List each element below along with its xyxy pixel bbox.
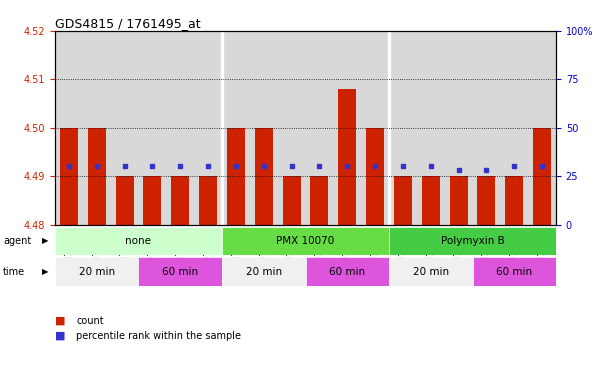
Text: percentile rank within the sample: percentile rank within the sample: [76, 331, 241, 341]
Bar: [88, 128, 106, 225]
Text: 60 min: 60 min: [162, 266, 199, 277]
Bar: [55, 257, 139, 286]
Text: Polymyxin B: Polymyxin B: [441, 236, 505, 246]
Bar: [194, 31, 222, 225]
Bar: [250, 31, 277, 225]
Bar: [222, 31, 250, 225]
Bar: [306, 31, 334, 225]
Text: time: time: [3, 266, 25, 277]
Bar: [171, 176, 189, 225]
Bar: [199, 176, 217, 225]
Bar: [144, 176, 161, 225]
Text: 20 min: 20 min: [412, 266, 449, 277]
Bar: [389, 31, 417, 225]
Bar: [394, 176, 412, 225]
Bar: [277, 31, 306, 225]
Bar: [361, 31, 389, 225]
Text: ■: ■: [55, 331, 65, 341]
Text: ■: ■: [55, 316, 65, 326]
Bar: [310, 176, 329, 225]
Bar: [528, 31, 556, 225]
Text: GDS4815 / 1761495_at: GDS4815 / 1761495_at: [55, 17, 200, 30]
Bar: [505, 176, 523, 225]
Bar: [338, 89, 356, 225]
Bar: [222, 257, 306, 286]
Text: none: none: [125, 236, 152, 246]
Bar: [139, 257, 222, 286]
Bar: [166, 31, 194, 225]
Text: 60 min: 60 min: [329, 266, 365, 277]
Bar: [221, 31, 223, 225]
Text: 20 min: 20 min: [246, 266, 282, 277]
Bar: [388, 31, 390, 225]
Bar: [55, 227, 222, 255]
Bar: [115, 176, 134, 225]
Bar: [366, 128, 384, 225]
Bar: [282, 176, 301, 225]
Bar: [334, 31, 361, 225]
Bar: [417, 31, 445, 225]
Bar: [83, 31, 111, 225]
Bar: [222, 227, 389, 255]
Bar: [533, 128, 551, 225]
Bar: [477, 176, 496, 225]
Bar: [255, 128, 273, 225]
Bar: [472, 31, 500, 225]
Bar: [139, 31, 166, 225]
Text: 20 min: 20 min: [79, 266, 115, 277]
Bar: [422, 176, 440, 225]
Bar: [227, 128, 245, 225]
Text: PMX 10070: PMX 10070: [276, 236, 335, 246]
Text: count: count: [76, 316, 104, 326]
Bar: [445, 31, 472, 225]
Text: agent: agent: [3, 236, 31, 246]
Text: 60 min: 60 min: [496, 266, 532, 277]
Bar: [55, 31, 83, 225]
Bar: [389, 227, 556, 255]
Text: ▶: ▶: [42, 237, 48, 245]
Bar: [389, 257, 472, 286]
Bar: [111, 31, 139, 225]
Text: ▶: ▶: [42, 267, 48, 276]
Bar: [500, 31, 528, 225]
Bar: [306, 257, 389, 286]
Bar: [450, 176, 467, 225]
Bar: [60, 128, 78, 225]
Bar: [472, 257, 556, 286]
